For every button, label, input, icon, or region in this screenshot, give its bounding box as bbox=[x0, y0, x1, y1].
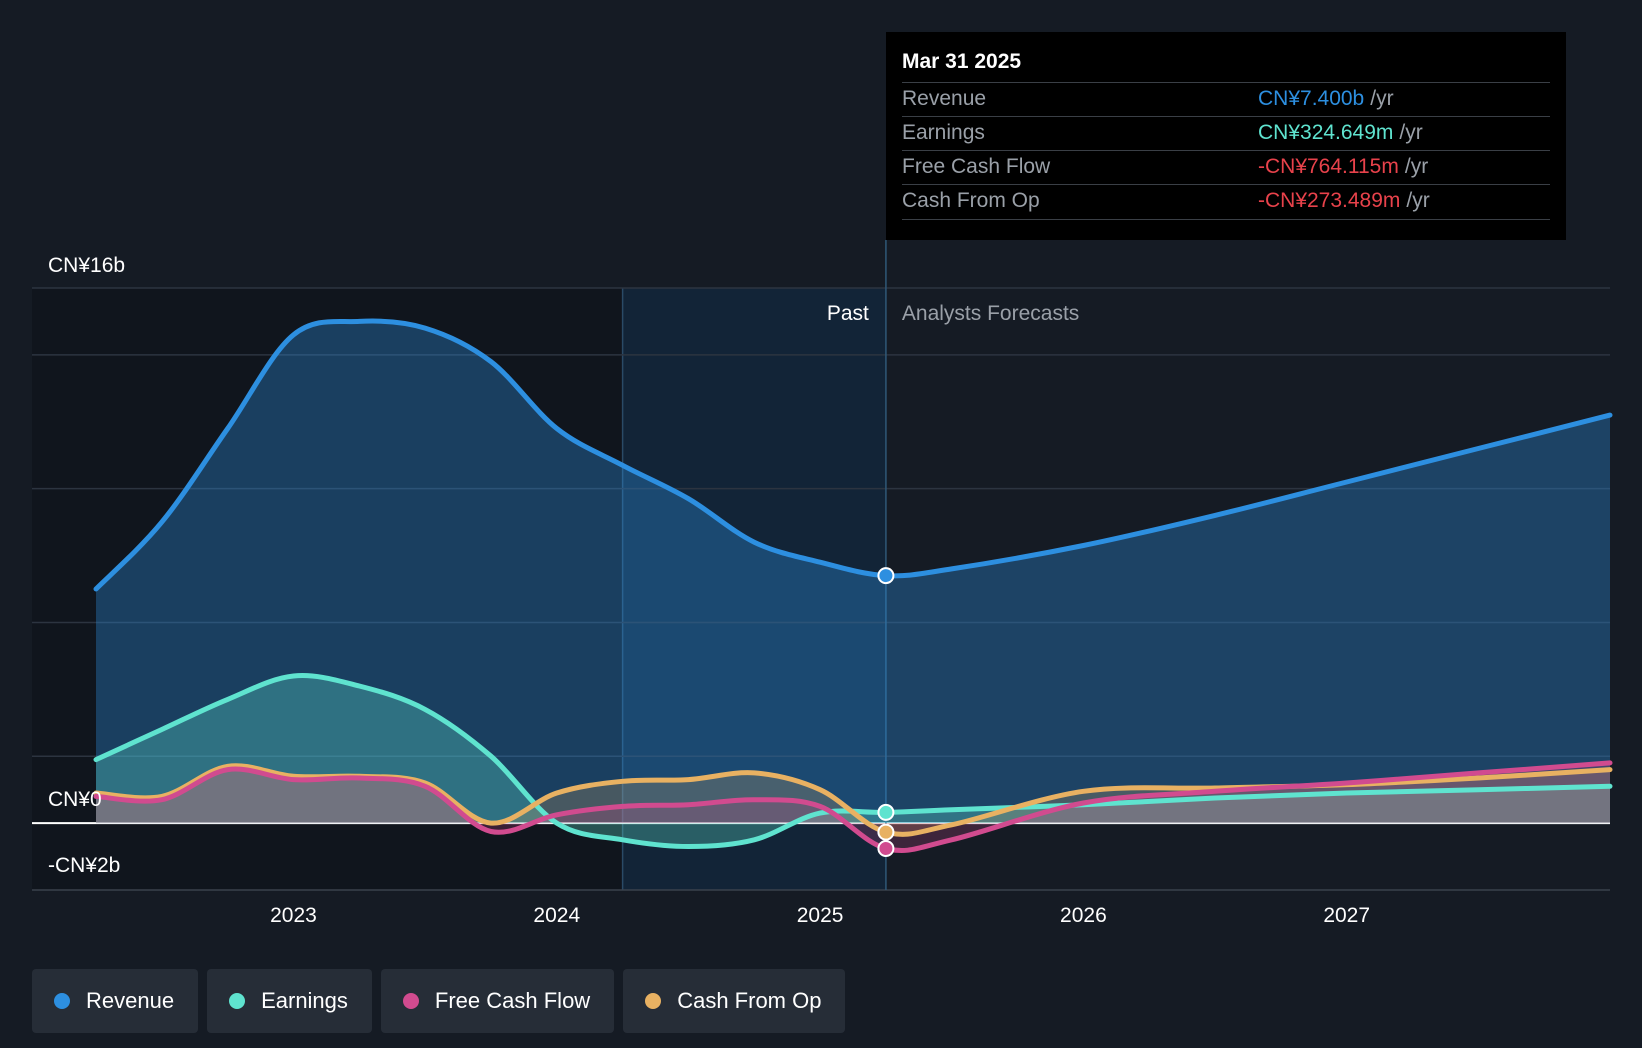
legend-item-revenue[interactable]: Revenue bbox=[32, 969, 199, 1033]
legend-dot-icon bbox=[54, 993, 70, 1009]
legend-label: Earnings bbox=[261, 988, 348, 1013]
forecast-label: Analysts Forecasts bbox=[902, 302, 1079, 325]
tooltip-unit: /yr bbox=[1370, 87, 1394, 110]
legend-label: Free Cash Flow bbox=[434, 988, 591, 1013]
tooltip-label: Cash From Op bbox=[902, 189, 1040, 212]
y-axis-zero-label: CN¥0 bbox=[48, 788, 102, 811]
earnings-area bbox=[96, 675, 1610, 847]
tooltip-label: Revenue bbox=[902, 87, 987, 110]
x-tick-label: 2024 bbox=[533, 904, 580, 927]
tooltip: Mar 31 2025 Revenue CN¥7.400b/yr Earning… bbox=[886, 32, 1566, 240]
y-axis-top-label: CN¥16b bbox=[48, 254, 125, 277]
tooltip-row-earnings: Earnings CN¥324.649m/yr bbox=[902, 116, 1550, 151]
y-axis-bottom-label: -CN¥2b bbox=[48, 854, 120, 877]
x-tick-label: 2026 bbox=[1060, 904, 1107, 927]
earnings-line bbox=[93, 673, 1613, 849]
free-cash-flow-marker bbox=[877, 840, 895, 858]
legend-label: Revenue bbox=[86, 988, 175, 1013]
legend-dot-icon bbox=[402, 993, 419, 1009]
legend-dot-icon bbox=[229, 993, 246, 1009]
tooltip-unit: /yr bbox=[1404, 155, 1429, 178]
tooltip-value: CN¥7.400b bbox=[1258, 87, 1365, 110]
x-tick-label: 2025 bbox=[797, 904, 844, 927]
revenue-marker bbox=[877, 567, 895, 585]
tooltip-row-revenue: Revenue CN¥7.400b/yr bbox=[902, 82, 1550, 117]
legend: Revenue Earnings Free Cash Flow Cash Fro… bbox=[32, 969, 846, 1033]
legend-item-cash-from-op[interactable]: Cash From Op bbox=[623, 969, 846, 1033]
tooltip-unit: /yr bbox=[1406, 189, 1430, 212]
revenue-line bbox=[93, 318, 1613, 592]
tooltip-label: Earnings bbox=[902, 121, 985, 144]
tooltip-label: Free Cash Flow bbox=[902, 155, 1051, 178]
tooltip-row-cash-from-op: Cash From Op -CN¥273.489m/yr bbox=[902, 184, 1550, 220]
tooltip-date: Mar 31 2025 bbox=[902, 50, 1022, 73]
legend-item-free-cash-flow[interactable]: Free Cash Flow bbox=[380, 969, 615, 1033]
grid bbox=[32, 240, 1610, 891]
tooltip-value: CN¥324.649m bbox=[1258, 121, 1394, 144]
past-highlight-band bbox=[622, 288, 886, 890]
legend-item-earnings[interactable]: Earnings bbox=[207, 969, 372, 1033]
legend-label: Cash From Op bbox=[677, 988, 822, 1013]
past-label: Past bbox=[827, 302, 869, 325]
cash-from-op-marker bbox=[877, 823, 895, 841]
earnings-marker bbox=[877, 803, 895, 821]
free-cash-flow-line bbox=[93, 760, 1613, 854]
x-tick-label: 2027 bbox=[1323, 904, 1370, 927]
tooltip-value: -CN¥764.115m bbox=[1258, 155, 1399, 178]
tooltip-row-free-cash-flow: Free Cash Flow -CN¥764.115m/yr bbox=[902, 150, 1550, 185]
tooltip-value: -CN¥273.489m bbox=[1258, 189, 1401, 212]
legend-dot-icon bbox=[645, 993, 662, 1009]
tooltip-unit: /yr bbox=[1399, 121, 1423, 144]
x-tick-label: 2023 bbox=[270, 904, 317, 927]
